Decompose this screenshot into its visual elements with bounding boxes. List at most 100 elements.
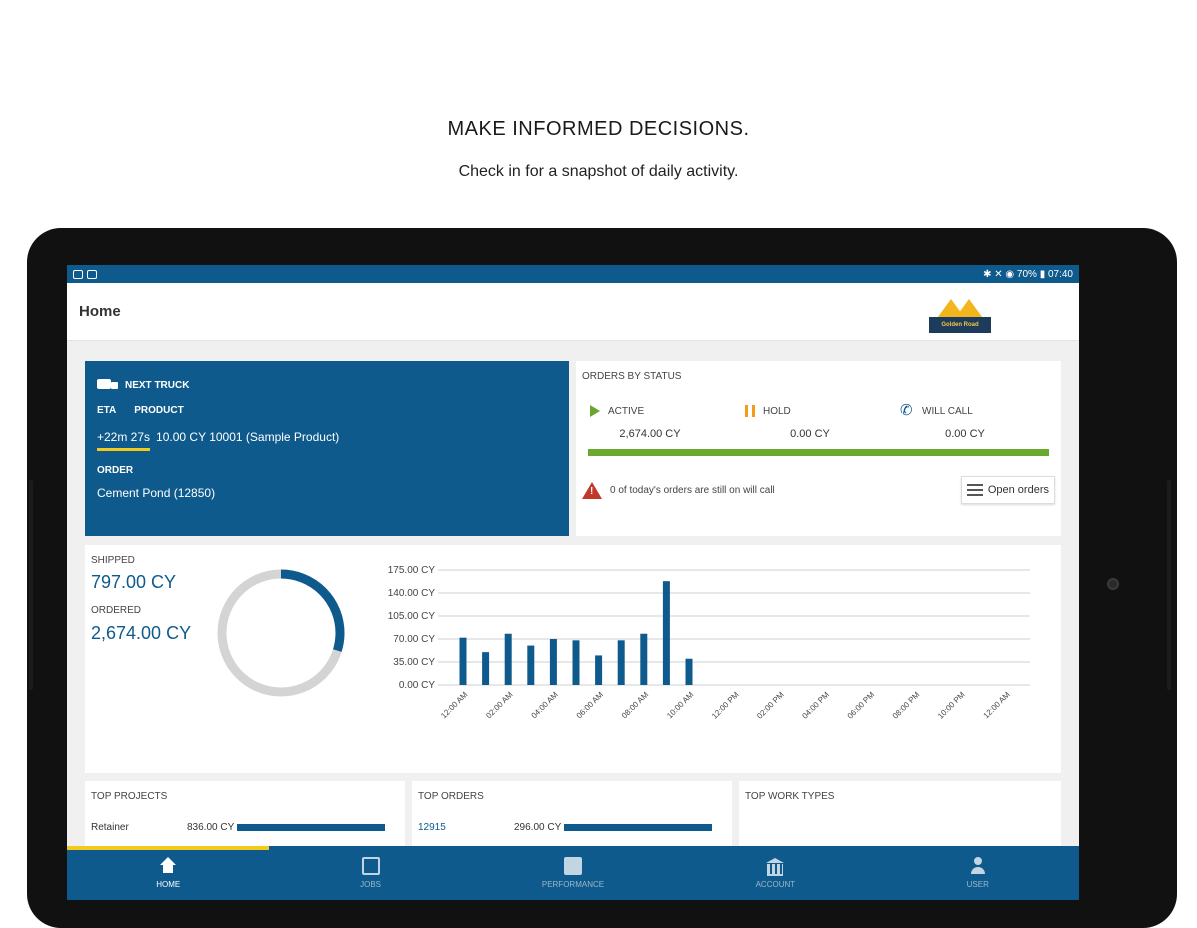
open-orders-label: Open orders	[987, 484, 1049, 496]
next-truck-heading: NEXT TRUCK	[125, 379, 190, 391]
home-icon	[159, 857, 177, 875]
top-order-bar	[564, 824, 713, 831]
x-tick-label: 04:00 PM	[800, 690, 831, 721]
top-order-value: 296.00 CY	[514, 822, 562, 833]
tab-account[interactable]: ACCOUNT	[674, 846, 876, 900]
x-tick-label: 06:00 AM	[575, 690, 606, 721]
chart-bar	[459, 637, 467, 685]
truck-icon	[97, 379, 119, 391]
x-tick-label: 08:00 PM	[891, 690, 922, 721]
x-tick-label: 12:00 AM	[982, 690, 1013, 721]
tab-home-label: HOME	[156, 880, 181, 889]
x-tick-label: 02:00 PM	[755, 690, 786, 721]
top-order-link[interactable]: 12915	[418, 822, 446, 833]
y-tick-label: 105.00 CY	[388, 611, 436, 622]
bottom-nav: HOME JOBS PERFORMANCE ACCOUNT USER	[67, 846, 1079, 900]
hold-label: HOLD	[763, 405, 791, 417]
shipped-donut-chart	[217, 569, 345, 697]
x-tick-label: 08:00 AM	[620, 690, 651, 721]
will-call-value: 0.00 CY	[945, 428, 985, 440]
chart-bar	[595, 655, 603, 685]
active-label: ACTIVE	[608, 405, 645, 417]
tab-performance-label: PERFORMANCE	[541, 880, 605, 889]
phone-icon: ✆	[900, 402, 913, 419]
bank-icon	[766, 857, 785, 876]
tab-home[interactable]: HOME	[67, 846, 269, 900]
open-orders-button[interactable]: Open orders	[960, 476, 1055, 504]
y-tick-label: 140.00 CY	[388, 588, 436, 599]
y-tick-label: 35.00 CY	[393, 657, 435, 668]
app-screen: ✱ ✕ ◉ 70% ▮ 07:40 Home Golden Road NEXT …	[67, 265, 1079, 900]
shipped-value: 797.00 CY	[91, 572, 177, 592]
product-value: 10.00 CY 10001 (Sample Product)	[156, 430, 340, 444]
eta-value: +22m 27s	[97, 430, 151, 451]
chart-bar	[549, 639, 557, 685]
status-progress-bar	[588, 449, 1049, 456]
top-project-value: 836.00 CY	[187, 822, 235, 833]
tab-user-label: USER	[966, 880, 989, 889]
top-orders-heading: TOP ORDERS	[418, 791, 484, 802]
tab-jobs[interactable]: JOBS	[269, 846, 471, 900]
top-projects-heading: TOP PROJECTS	[91, 791, 168, 802]
top-work-types-heading: TOP WORK TYPES	[745, 791, 835, 802]
eta-label: ETA	[97, 405, 117, 416]
hold-value: 0.00 CY	[790, 428, 830, 440]
shipped-label: SHIPPED	[91, 555, 135, 566]
y-tick-label: 0.00 CY	[399, 680, 435, 691]
donut-shipped-arc	[217, 569, 345, 697]
will-call-label: WILL CALL	[922, 405, 973, 417]
chart-bar	[617, 640, 625, 685]
y-tick-label: 70.00 CY	[393, 634, 435, 645]
order-label: ORDER	[97, 465, 134, 476]
page-title: Home	[79, 303, 121, 320]
will-call-warning: 0 of today's orders are still on will ca…	[610, 484, 775, 496]
x-tick-label: 06:00 PM	[846, 690, 877, 721]
x-tick-label: 12:00 AM	[439, 690, 470, 721]
active-value: 2,674.00 CY	[619, 428, 681, 440]
top-project-name: Retainer	[91, 822, 129, 833]
chart-bar	[572, 640, 580, 685]
system-status-bar: ✱ ✕ ◉ 70% ▮ 07:40	[67, 265, 1079, 283]
pause-icon	[745, 405, 755, 417]
y-tick-label: 175.00 CY	[388, 565, 436, 576]
product-label: PRODUCT	[134, 405, 184, 416]
tablet-side-button-left	[29, 480, 33, 690]
x-tick-label: 04:00 AM	[530, 690, 561, 721]
tab-performance[interactable]: PERFORMANCE	[472, 846, 674, 900]
hourly-bar-chart: 175.00 CY 140.00 CY 105.00 CY 70.00 CY 35.00…	[388, 565, 1030, 721]
tab-user[interactable]: USER	[877, 846, 1079, 900]
chart-bar	[685, 658, 693, 685]
notification-icon-2	[87, 269, 97, 279]
promo-headline: MAKE INFORMED DECISIONS.	[447, 118, 750, 140]
tab-account-label: ACCOUNT	[755, 880, 796, 889]
top-project-row[interactable]: Retainer 836.00 CY	[91, 822, 399, 833]
chart-bar	[662, 581, 670, 685]
tablet-camera	[1107, 578, 1119, 590]
next-truck-card[interactable]: NEXT TRUCK ETA PRODUCT +22m 27s 10.00 CY…	[85, 361, 569, 536]
user-icon	[969, 857, 987, 875]
ordered-label: ORDERED	[91, 605, 142, 616]
notification-icon	[73, 269, 83, 279]
company-logo: Golden Road	[929, 291, 991, 333]
status-bar-right: ✱ ✕ ◉ 70% ▮ 07:40	[983, 268, 1073, 280]
chart-bar	[640, 633, 648, 685]
promo-subline: Check in for a snapshot of daily activit…	[458, 163, 739, 180]
ordered-value: 2,674.00 CY	[91, 623, 192, 643]
top-order-row[interactable]: 12915 296.00 CY	[418, 822, 726, 833]
performance-icon	[563, 857, 582, 875]
play-icon	[590, 405, 600, 417]
jobs-icon	[361, 857, 380, 875]
x-tick-label: 10:00 AM	[665, 690, 696, 721]
chart-bar	[482, 652, 490, 685]
active-tab-indicator	[67, 846, 269, 850]
order-value: Cement Pond (12850)	[97, 486, 216, 500]
orders-by-status-card: ORDERS BY STATUS ACTIVE 2,674.00 CY HOLD…	[576, 361, 1061, 536]
app-bar: Home Golden Road	[67, 283, 1079, 341]
list-icon	[966, 484, 983, 496]
tablet-side-button-right	[1167, 480, 1171, 690]
x-tick-label: 12:00 PM	[710, 690, 741, 721]
x-tick-label: 10:00 PM	[936, 690, 967, 721]
chart-bar	[527, 645, 535, 685]
top-project-bar	[237, 824, 386, 831]
shipped-ordered-card: SHIPPED 797.00 CY ORDERED 2,674.00 CY 17…	[85, 545, 1061, 773]
